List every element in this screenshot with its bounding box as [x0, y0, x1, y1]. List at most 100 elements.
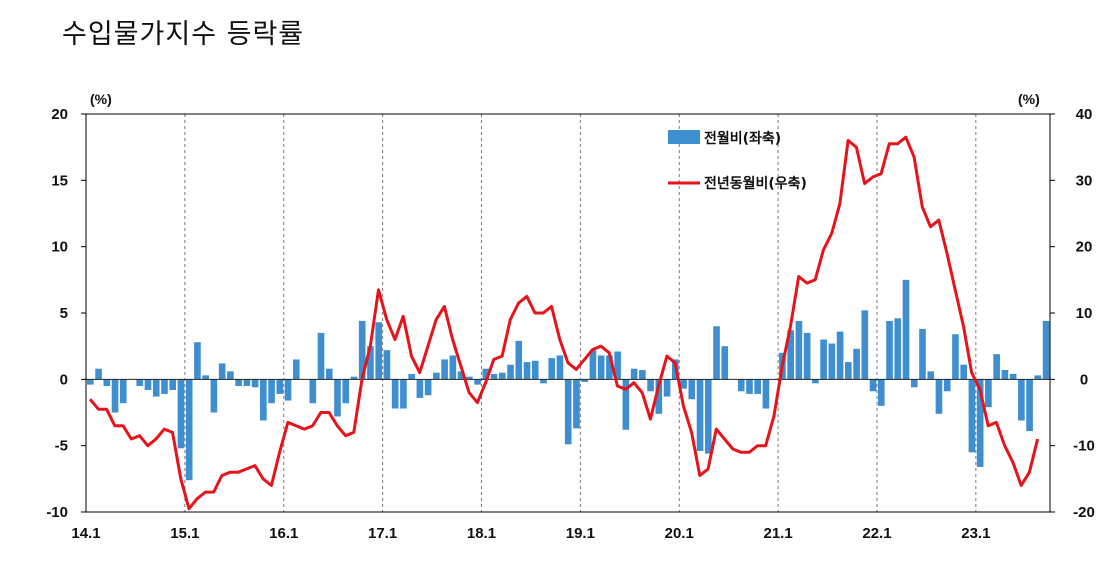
bar — [663, 379, 671, 397]
bar — [185, 379, 193, 481]
bar-series — [87, 279, 1050, 481]
bar — [960, 364, 968, 380]
bar — [375, 322, 383, 380]
x-tick-label: 18.1 — [467, 525, 496, 542]
bar — [704, 379, 712, 454]
bar — [606, 355, 613, 380]
bar — [573, 379, 580, 429]
bar — [367, 346, 374, 380]
bar — [894, 318, 902, 380]
bar — [952, 334, 959, 380]
bar — [754, 379, 762, 394]
bar — [581, 379, 588, 382]
bar — [416, 379, 424, 398]
bar — [696, 379, 704, 451]
x-axis-ticks: 14.1 15.1 16.1 17.1 18.1 19.1 20.1 21.1 22.1 23.1 — [71, 525, 990, 542]
bar — [317, 332, 325, 380]
bar — [655, 379, 663, 414]
bar — [556, 355, 564, 380]
bar — [515, 340, 523, 380]
bar — [976, 379, 984, 467]
bar — [902, 279, 910, 380]
bar — [144, 379, 152, 390]
bar — [869, 379, 877, 392]
x-tick-label: 22.1 — [862, 525, 891, 542]
bar — [861, 310, 869, 380]
bar — [597, 355, 605, 380]
left-tick-label: 10 — [51, 239, 68, 256]
bar — [993, 354, 1000, 380]
bar — [845, 362, 852, 380]
bar — [424, 379, 432, 396]
left-axis-unit: (%) — [90, 91, 112, 107]
bar — [358, 320, 366, 380]
bar — [350, 376, 358, 380]
bar — [540, 379, 547, 384]
bar — [210, 379, 218, 413]
bar — [1034, 375, 1042, 380]
right-tick-label: 40 — [1076, 106, 1093, 123]
right-tick-label: -10 — [1073, 438, 1095, 455]
bar — [820, 339, 827, 380]
bar — [762, 379, 770, 409]
bar — [325, 368, 333, 380]
left-tick-label: -5 — [55, 438, 68, 455]
legend: 전월비(좌축) 전년동월비(우축) — [668, 130, 807, 192]
bar — [927, 371, 935, 380]
bar — [87, 379, 94, 385]
x-tick-label: 16.1 — [269, 525, 298, 542]
bar — [202, 375, 209, 380]
right-tick-label: 10 — [1076, 305, 1093, 322]
left-tick-label: 0 — [60, 371, 68, 388]
bar — [688, 379, 696, 400]
bar — [276, 379, 284, 394]
bar — [103, 379, 111, 386]
bar — [943, 379, 951, 392]
bar — [1001, 370, 1009, 380]
bar — [737, 379, 745, 392]
bar — [910, 379, 918, 388]
bar — [803, 332, 811, 380]
bar — [251, 379, 259, 388]
bar — [391, 379, 399, 409]
bar — [498, 372, 506, 380]
bar — [531, 360, 539, 380]
bar — [400, 379, 407, 409]
bar — [408, 374, 415, 380]
bar — [136, 379, 144, 386]
bar — [441, 359, 448, 380]
bar — [227, 371, 234, 380]
bar — [589, 350, 597, 380]
bar — [1018, 379, 1025, 421]
bar — [680, 379, 687, 389]
bar — [235, 379, 242, 386]
bar — [218, 363, 226, 380]
right-tick-label: 30 — [1076, 172, 1093, 189]
bar — [935, 379, 943, 414]
bar — [457, 371, 465, 380]
bar — [795, 320, 803, 380]
bar — [1042, 320, 1050, 380]
bar — [490, 374, 498, 380]
bar — [886, 320, 893, 380]
x-tick-label: 19.1 — [566, 525, 595, 542]
bar — [334, 379, 341, 417]
left-tick-label: 15 — [51, 172, 68, 189]
bar — [523, 362, 531, 380]
bar — [853, 348, 860, 380]
bar — [622, 379, 630, 430]
bar — [746, 379, 753, 394]
chart-grid — [184, 114, 977, 512]
bar — [630, 368, 638, 380]
page-title: 수입물가지수 등락률 — [62, 19, 305, 50]
bar — [383, 350, 391, 380]
x-tick-label: 15.1 — [170, 525, 199, 542]
x-tick-label: 14.1 — [71, 525, 100, 542]
line-series — [88, 135, 1040, 511]
left-tick-label: -10 — [46, 504, 68, 521]
bar — [284, 379, 292, 401]
bar — [507, 364, 514, 380]
bar — [342, 379, 350, 404]
bar — [713, 326, 720, 380]
bar — [111, 379, 119, 413]
